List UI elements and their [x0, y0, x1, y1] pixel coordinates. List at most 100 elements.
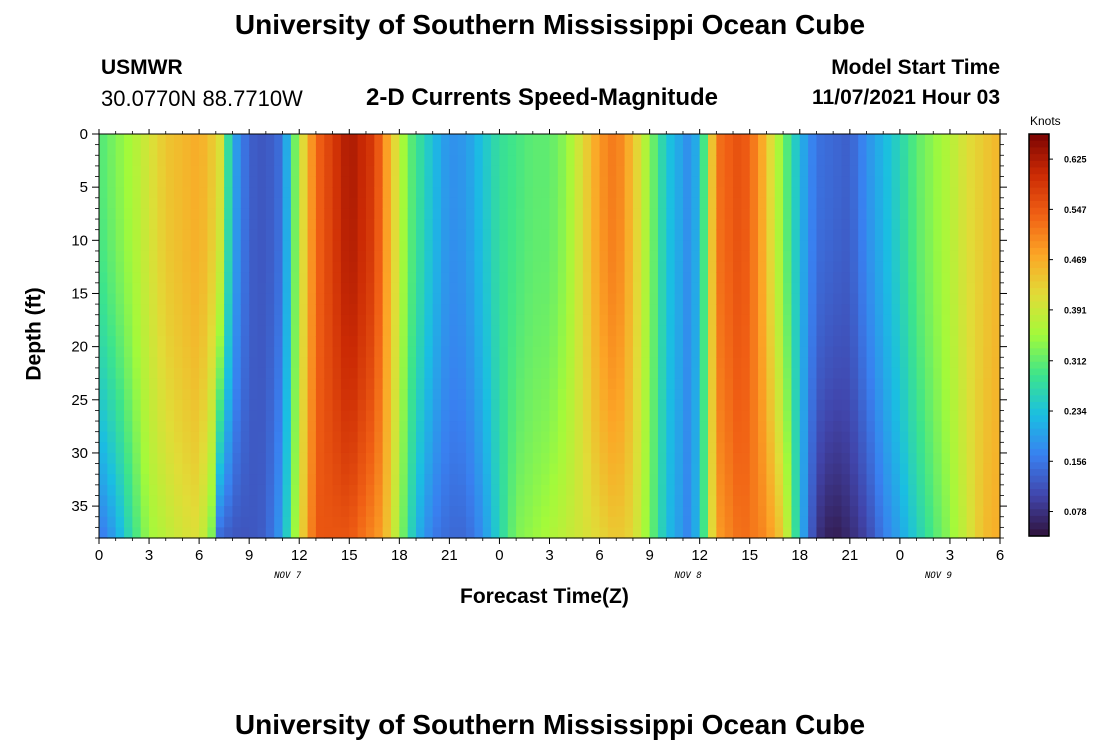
heatmap-cell [966, 346, 976, 358]
heatmap-cell [432, 134, 442, 146]
heatmap-cell [399, 165, 409, 178]
heatmap-cell [441, 197, 450, 210]
heatmap-cell [858, 208, 868, 220]
heatmap-cell [307, 474, 317, 486]
heatmap-cell [674, 442, 684, 454]
heatmap-cell [140, 442, 150, 454]
heatmap-cell [474, 378, 484, 390]
heatmap-cell [457, 346, 467, 358]
heatmap-cell [774, 272, 784, 284]
heatmap-cell [257, 325, 267, 337]
colorbar-band [1029, 174, 1049, 182]
heatmap-cell [858, 484, 868, 497]
heatmap-cell [641, 336, 651, 348]
heatmap-cell [124, 197, 133, 210]
heatmap-cell [858, 304, 868, 316]
heatmap-cell [582, 389, 592, 401]
heatmap-cell [891, 304, 901, 316]
heatmap-cell [190, 367, 200, 380]
heatmap-cell [966, 197, 976, 210]
heatmap-cell [916, 357, 926, 369]
heatmap-cell [766, 304, 776, 316]
heatmap-cell [849, 144, 859, 156]
heatmap-cell [491, 250, 501, 263]
heatmap-cell [774, 474, 784, 486]
heatmap-cell [199, 410, 209, 422]
heatmap-cell [891, 357, 901, 369]
heatmap-cell [282, 463, 292, 475]
heatmap-cell [991, 367, 1001, 380]
heatmap-cell [432, 197, 442, 210]
heatmap-cell [582, 421, 592, 433]
heatmap-cell [257, 187, 267, 199]
heatmap-cell [958, 357, 968, 369]
heatmap-cell [265, 197, 275, 210]
heatmap-cell [224, 527, 234, 539]
heatmap-cell [733, 410, 742, 422]
heatmap-cell [908, 410, 918, 422]
heatmap-cell [649, 197, 659, 210]
heatmap-cell [774, 399, 784, 412]
heatmap-cell [499, 346, 509, 358]
heatmap-cell [783, 399, 793, 412]
heatmap-cell [758, 516, 767, 528]
heatmap-cell [207, 442, 217, 454]
heatmap-cell [949, 442, 959, 454]
heatmap-cell [966, 144, 976, 156]
heatmap-cell [315, 346, 325, 358]
colorbar-band [1029, 335, 1049, 343]
heatmap-cell [791, 197, 801, 210]
heatmap-cell [99, 442, 108, 454]
heatmap-cell [549, 314, 559, 326]
heatmap-cell [549, 506, 559, 518]
heatmap-cell [424, 336, 434, 348]
heatmap-cell [240, 378, 250, 390]
heatmap-cell [232, 421, 242, 433]
heatmap-cell [466, 240, 476, 252]
heatmap-cell [307, 293, 317, 305]
heatmap-cell [733, 240, 742, 252]
heatmap-cell [649, 293, 659, 305]
heatmap-cell [157, 367, 167, 380]
heatmap-cell [340, 176, 350, 188]
heatmap-cell [724, 240, 734, 252]
heatmap-cell [691, 378, 701, 390]
heatmap-cell [315, 165, 325, 178]
heatmap-cell [499, 314, 509, 326]
station-coordinates: 30.0770N 88.7710W [101, 86, 303, 111]
heatmap-cell [657, 325, 667, 337]
heatmap-cell [249, 176, 259, 188]
heatmap-cell [115, 357, 125, 369]
heatmap-cell [741, 452, 751, 465]
heatmap-cell [657, 250, 667, 263]
heatmap-cell [257, 304, 267, 316]
heatmap-cell [708, 452, 717, 465]
heatmap-cell [624, 431, 634, 443]
heatmap-cell [457, 208, 467, 220]
heatmap-cell [699, 421, 709, 433]
heatmap-cell [983, 304, 993, 316]
heatmap-cell [607, 506, 617, 518]
heatmap-cell [557, 357, 567, 369]
heatmap-cell [799, 240, 809, 252]
heatmap-cell [466, 410, 476, 422]
heatmap-cell [866, 165, 876, 178]
heatmap-cell [499, 442, 509, 454]
heatmap-cell [482, 516, 492, 528]
heatmap-cell [240, 389, 250, 401]
heatmap-cell [958, 229, 968, 241]
heatmap-cell [274, 378, 284, 390]
heatmap-cell [733, 208, 742, 220]
heatmap-cell [974, 452, 984, 465]
heatmap-cell [224, 250, 234, 263]
heatmap-cell [332, 421, 342, 433]
heatmap-cell [499, 272, 509, 284]
heatmap-cell [124, 474, 133, 486]
heatmap-cell [416, 197, 425, 210]
colorbar-band [1029, 435, 1049, 443]
heatmap-cell [908, 304, 918, 316]
heatmap-cell [382, 442, 392, 454]
heatmap-cell [666, 399, 676, 412]
heatmap-cell [891, 367, 901, 380]
heatmap-cell [315, 527, 325, 539]
